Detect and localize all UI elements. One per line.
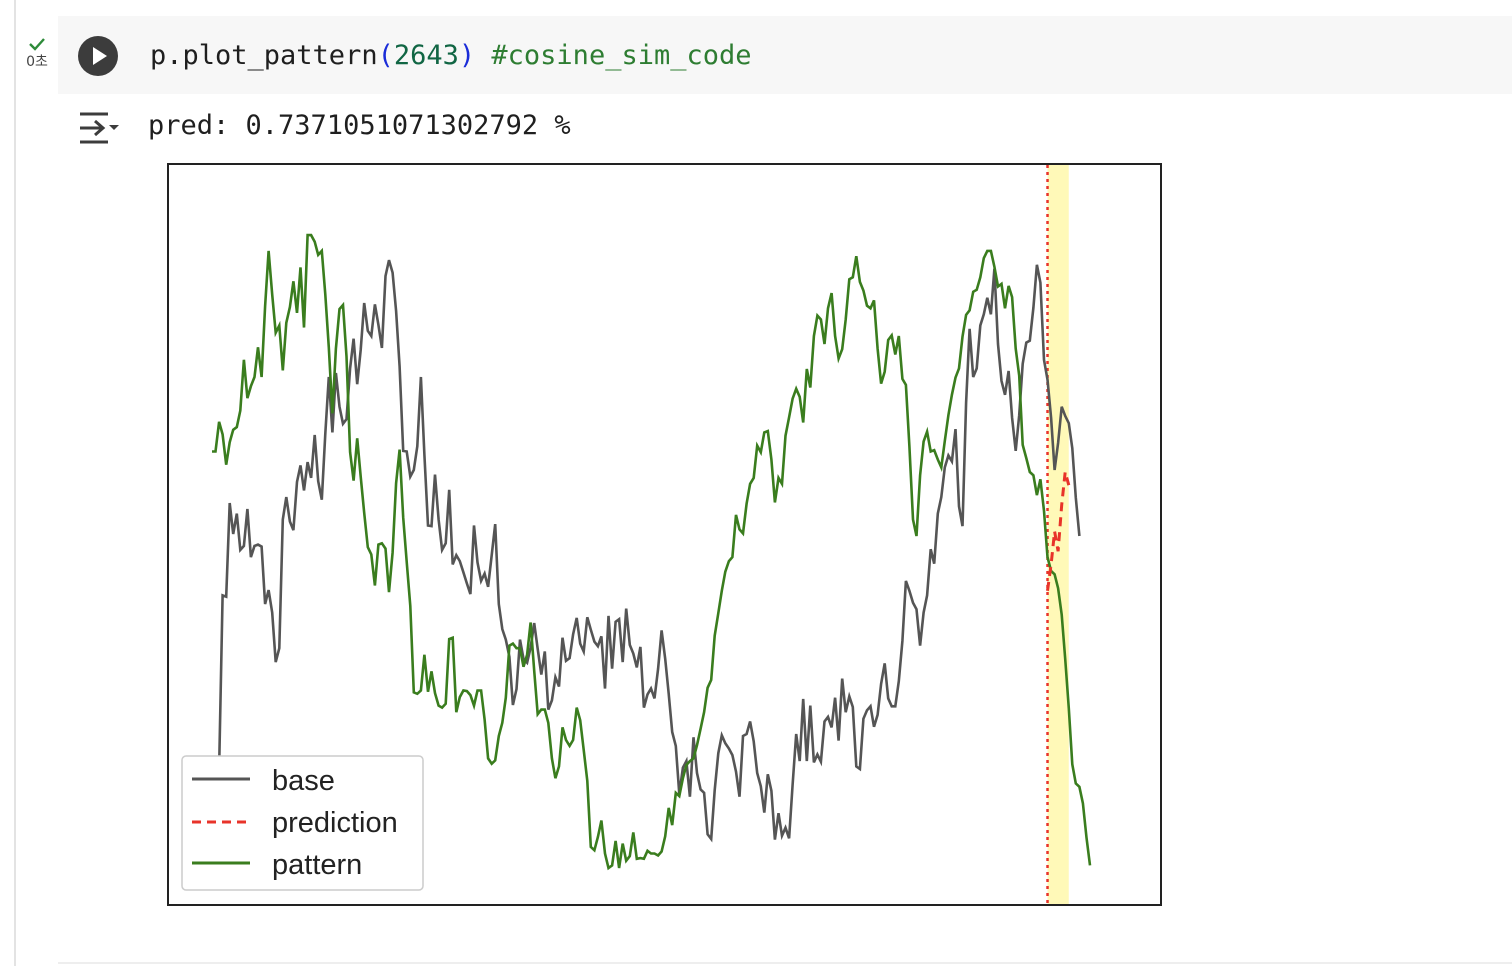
execution-status: 0초 xyxy=(18,34,56,70)
legend-label-pattern: pattern xyxy=(272,849,362,881)
code-open-paren: ( xyxy=(377,40,394,71)
output-toggle-icon[interactable] xyxy=(76,108,124,148)
series-pattern-line xyxy=(212,233,1092,871)
code-cell-input[interactable] xyxy=(58,16,1512,94)
chart-legend: base prediction pattern xyxy=(181,755,424,891)
legend-box xyxy=(181,755,424,891)
code-argument: 2643 xyxy=(393,40,459,71)
code-function: p.plot_pattern xyxy=(150,40,378,71)
check-icon xyxy=(18,34,56,54)
series-prediction-line xyxy=(1046,471,1071,592)
code-comment: #cosine_sim_code xyxy=(491,40,752,71)
play-icon xyxy=(93,47,107,65)
output-text: pred: 0.7371051071302792 % xyxy=(148,110,571,141)
code-line[interactable]: p.plot_pattern(2643) #cosine_sim_code xyxy=(150,36,752,76)
execution-time: 0초 xyxy=(26,54,48,70)
code-close-paren: ) xyxy=(458,40,476,71)
series-base-line xyxy=(212,259,1081,843)
chart: base prediction pattern xyxy=(167,163,1162,906)
cell-bottom-rule xyxy=(58,962,1512,964)
run-cell-button[interactable] xyxy=(78,36,118,76)
legend-label-base: base xyxy=(272,765,335,797)
cell-gutter-rule xyxy=(14,0,16,966)
legend-label-prediction: prediction xyxy=(272,807,398,839)
